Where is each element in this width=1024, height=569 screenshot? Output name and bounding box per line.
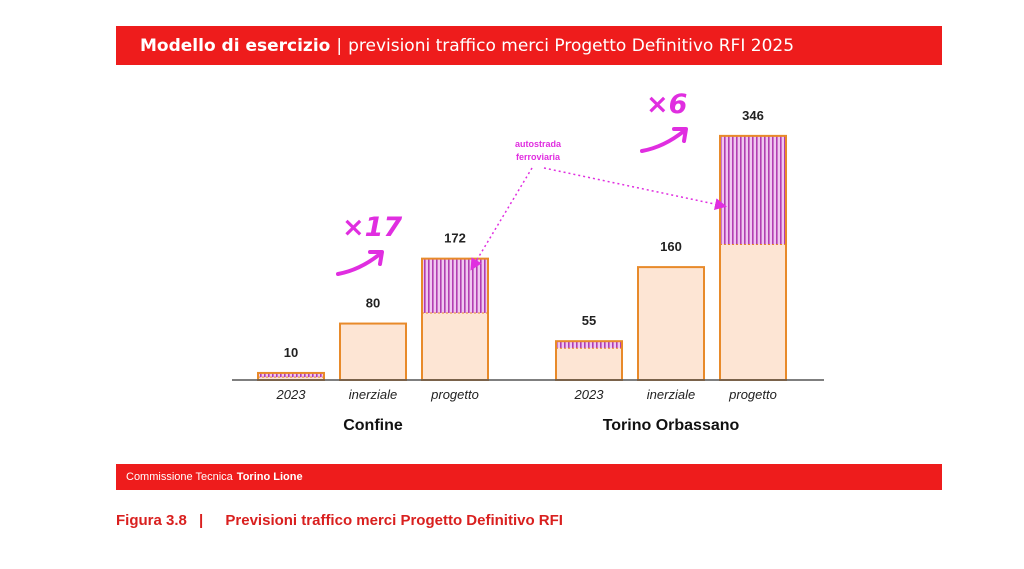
bar-value-label: 10 xyxy=(284,345,298,360)
callout-arrow-left xyxy=(470,167,533,271)
bar-base-0-2 xyxy=(422,312,488,380)
bar-base-0-1 xyxy=(340,323,406,380)
bar-highway-0-0 xyxy=(258,372,324,378)
x-tick-label: inerziale xyxy=(349,387,397,402)
group-label: Confine xyxy=(343,417,403,434)
x-tick-label: 2023 xyxy=(276,387,307,402)
caption-separator: | xyxy=(199,512,204,529)
figure-caption: Figura 3.8 | Previsioni traffico merci P… xyxy=(116,512,563,529)
bar-value-label: 172 xyxy=(444,231,466,246)
slide-title-bar: Modello di esercizio | previsioni traffi… xyxy=(116,26,942,65)
group-label: Torino Orbassano xyxy=(603,417,740,434)
x-tick-label: inerziale xyxy=(647,387,695,402)
bar-highway-1-2 xyxy=(720,135,786,245)
growth-arrow-icon xyxy=(640,129,686,153)
bar-value-label: 80 xyxy=(366,296,380,311)
footer-bar: Commissione Tecnica Torino Lione xyxy=(116,464,942,490)
slide-title-bold: Modello di esercizio xyxy=(140,35,331,56)
figure-number: Figura 3.8 xyxy=(116,512,187,529)
bar-value-label: 346 xyxy=(742,108,764,123)
bar-value-label: 160 xyxy=(660,239,682,254)
bar-highway-0-2 xyxy=(422,258,488,313)
bar-highway-1-0 xyxy=(556,341,622,349)
slide-title-separator: | xyxy=(336,35,343,56)
footer-org-prefix: Commissione Tecnica xyxy=(126,471,233,483)
x-tick-label: progetto xyxy=(728,387,777,402)
multiplier-annotation: ×6 xyxy=(646,89,687,120)
bar-value-label: 55 xyxy=(582,313,596,328)
bar-base-1-2 xyxy=(720,244,786,380)
growth-arrow-icon xyxy=(336,252,382,276)
growth-arrowhead-icon xyxy=(672,127,688,143)
bar-base-1-1 xyxy=(638,267,704,380)
bar-base-1-0 xyxy=(556,348,622,380)
callout-label-line1: autostrada xyxy=(515,139,562,149)
bar-base-0-0 xyxy=(258,377,324,380)
footer-org-bold: Torino Lione xyxy=(236,471,303,483)
x-tick-label: progetto xyxy=(430,387,479,402)
callout-arrow-right xyxy=(543,167,727,211)
callout-label-line2: ferroviaria xyxy=(516,152,561,162)
x-tick-label: 2023 xyxy=(574,387,605,402)
caption-text: Previsioni traffico merci Progetto Defin… xyxy=(225,512,563,529)
slide-title-rest: previsioni traffico merci Progetto Defin… xyxy=(348,35,795,56)
growth-arrowhead-icon xyxy=(368,250,384,266)
multiplier-annotation: ×17 xyxy=(342,212,402,243)
